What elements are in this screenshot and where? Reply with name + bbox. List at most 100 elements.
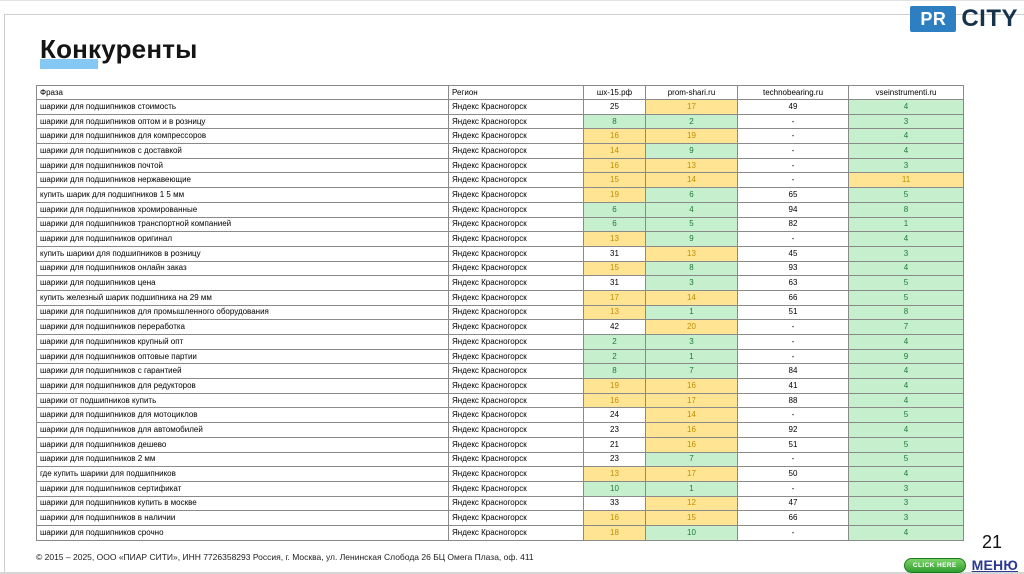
phrase-cell: шарики для подшипников онлайн заказ [36,260,449,277]
table-row: купить шарик для подшипников 1 5 мм Яндек… [36,187,964,203]
position-value-cell: 5 [848,275,964,291]
table-row: шарики для подшипников транспортной комп… [36,216,964,233]
position-value-cell: 1 [645,480,738,497]
position-value-cell: 10 [645,524,738,542]
position-value-cell: 4 [848,143,964,159]
logo-city-text: CITY [961,5,1018,32]
position-value-cell: 8 [583,363,646,380]
region-cell: Яндекс Красногорск [448,245,584,262]
position-value-cell: 6 [583,201,646,218]
phrase-cell: шарики для подшипников с доставкой [36,143,449,159]
table-row: шарики для подшипников в наличии Яндекс К… [36,510,964,526]
position-value-cell: 17 [583,289,646,306]
position-value-cell: - [737,128,849,145]
region-cell: Яндекс Красногорск [448,466,584,482]
phrase-cell: шарики для подшипников нержавеющие [36,172,449,189]
position-value-cell: 16 [583,392,646,409]
region-cell: Яндекс Красногорск [448,451,584,468]
position-value-cell: 10 [583,480,646,497]
position-value-cell: 9 [645,143,738,159]
position-value-cell: - [737,524,849,542]
position-value-cell: 66 [737,510,849,526]
position-value-cell: 17 [645,466,738,482]
click-here-button[interactable]: CLICK HERE [903,557,966,573]
position-value-cell: 23 [583,451,646,468]
competitors-table-wrap: Фраза Регион шх-15.рф prom-shari.ru technobe… [36,85,964,542]
pr-city-logo: PR CITY [910,5,1018,33]
phrase-cell: шарики для подшипников для компрессоров [36,128,449,145]
position-value-cell: 16 [583,128,646,145]
position-value-cell: - [737,172,849,189]
phrase-cell: шарики для подшипников для мотоциклов [36,407,449,424]
page-title: Конкуренты [40,34,198,64]
position-value-cell: 20 [645,319,738,335]
region-cell: Яндекс Красногорск [448,348,584,365]
position-value-cell: 47 [737,495,849,512]
position-value-cell: 21 [583,436,646,453]
position-value-cell: 63 [737,275,849,291]
position-value-cell: 45 [737,245,849,262]
position-value-cell: 8 [645,260,738,277]
table-row: шарики для подшипников для компрессоров Я… [36,128,964,145]
column-header: vseinstrumenti.ru [848,85,964,100]
position-value-cell: 1 [645,304,738,321]
position-value-cell: - [737,480,849,497]
position-value-cell: 13 [583,466,646,482]
position-value-cell: 3 [848,495,964,512]
position-value-cell: 18 [583,524,646,542]
position-value-cell: 3 [848,157,964,174]
region-cell: Яндекс Красногорск [448,201,584,218]
table-row: шарики для подшипников оригинал Яндекс Кр… [36,231,964,247]
footer-legal-text: © 2015 – 2025, ООО «ПИАР СИТИ», ИНН 7726… [36,552,534,562]
position-value-cell: - [737,407,849,424]
position-value-cell: 15 [583,260,646,277]
region-cell: Яндекс Красногорск [448,216,584,233]
region-cell: Яндекс Красногорск [448,334,584,350]
position-value-cell: 51 [737,436,849,453]
table-row: купить шарики для подшипников в розницу Я… [36,245,964,262]
column-header: шх-15.рф [583,85,646,100]
logo-pr-badge: PR [910,6,957,32]
position-value-cell: 8 [583,113,646,130]
position-value-cell: 14 [583,143,646,159]
position-value-cell: 6 [645,187,738,203]
position-value-cell: 19 [583,378,646,394]
slide-edge-left [4,14,5,574]
position-value-cell: 92 [737,422,849,438]
region-cell: Яндекс Красногорск [448,260,584,277]
region-cell: Яндекс Красногорск [448,524,584,542]
phrase-cell: шарики для подшипников для автомобилей [36,422,449,438]
position-value-cell: 3 [848,480,964,497]
table-row: где купить шарики для подшипников Яндекс … [36,466,964,482]
position-value-cell: - [737,319,849,335]
menu-link[interactable]: МЕНЮ [971,557,1018,573]
position-value-cell: 65 [737,187,849,203]
region-cell: Яндекс Красногорск [448,392,584,409]
position-value-cell: 2 [645,113,738,130]
position-value-cell: 94 [737,201,849,218]
slide-title-block: Конкуренты [40,34,198,69]
region-cell: Яндекс Красногорск [448,99,584,115]
position-value-cell: 13 [583,231,646,247]
position-value-cell: 13 [645,245,738,262]
table-row: шарики для подшипников переработка Яндекс… [36,319,964,335]
position-value-cell: 8 [848,304,964,321]
region-cell: Яндекс Красногорск [448,113,584,130]
table-row: шарики для подшипников срочно Яндекс Крас… [36,524,964,542]
position-value-cell: 24 [583,407,646,424]
position-value-cell: 31 [583,245,646,262]
phrase-cell: шарики для подшипников дешево [36,436,449,453]
table-row: шарики для подшипников стоимость Яндекс К… [36,99,964,115]
position-value-cell: 25 [583,99,646,115]
position-value-cell: 4 [848,231,964,247]
position-value-cell: 7 [645,363,738,380]
position-value-cell: 93 [737,260,849,277]
region-cell: Яндекс Красногорск [448,510,584,526]
slide-edge-bottom [0,572,1024,574]
table-row: шарики для подшипников для мотоциклов Янд… [36,407,964,424]
position-value-cell: 9 [645,231,738,247]
position-value-cell: 4 [848,363,964,380]
page-number: 21 [981,532,1002,552]
phrase-cell: шарики для подшипников для редукторов [36,378,449,394]
position-value-cell: 8 [848,201,964,218]
